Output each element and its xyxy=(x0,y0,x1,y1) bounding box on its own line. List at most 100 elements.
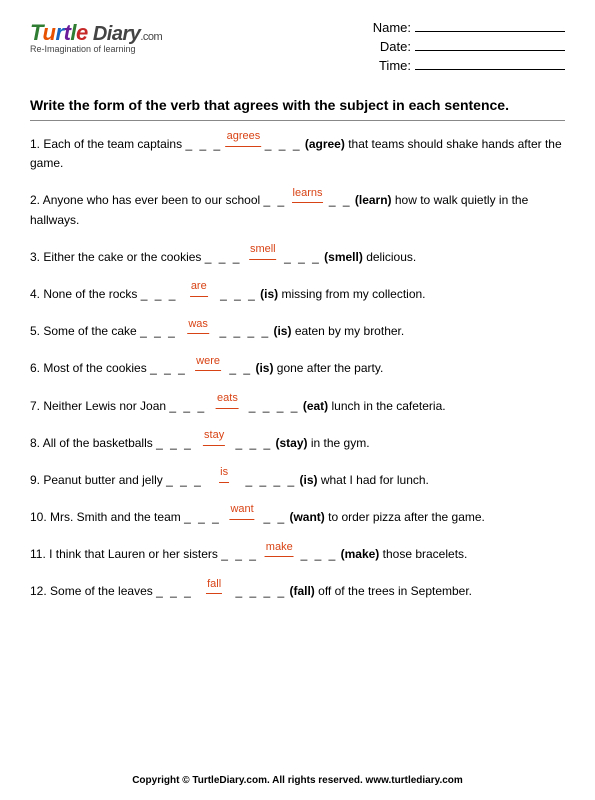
answer-text: was xyxy=(187,316,209,335)
question-number: 8. xyxy=(30,436,43,450)
question-number: 11. xyxy=(30,547,49,561)
answer-blank[interactable]: _ _ _ make _ _ _ xyxy=(221,545,337,564)
question-number: 6. xyxy=(30,361,43,375)
answer-text: make xyxy=(265,539,294,558)
question-pre-text: Peanut butter and jelly xyxy=(43,473,166,487)
question-post-text: what I had for lunch. xyxy=(321,473,429,487)
verb-hint: (make) xyxy=(337,547,382,561)
question-row: 8. All of the basketballs _ _ _ stay _ _… xyxy=(30,434,565,453)
answer-blank[interactable]: _ _ _ eats _ _ _ _ xyxy=(169,397,299,416)
blank-dashes-left: _ _ xyxy=(264,193,292,207)
question-number: 2. xyxy=(30,193,43,207)
question-number: 3. xyxy=(30,250,43,264)
question-pre-text: Neither Lewis nor Joan xyxy=(43,399,169,413)
answer-blank[interactable]: _ _ _ was _ _ _ _ xyxy=(140,322,270,341)
question-row: 10. Mrs. Smith and the team _ _ _ want _… xyxy=(30,508,565,527)
question-pre-text: Some of the cake xyxy=(43,324,140,338)
verb-hint: (smell) xyxy=(321,250,366,264)
blank-dashes-right: _ _ _ _ xyxy=(230,584,286,598)
name-label: Name: xyxy=(367,20,411,35)
answer-text: eats xyxy=(216,390,239,409)
question-row: 7. Neither Lewis nor Joan _ _ _ eats _ _… xyxy=(30,397,565,416)
question-row: 3. Either the cake or the cookies _ _ _ … xyxy=(30,248,565,267)
answer-blank[interactable]: _ _ _ stay _ _ _ xyxy=(156,434,272,453)
blank-dashes-right: _ _ xyxy=(258,510,286,524)
blank-dashes-right: _ _ _ xyxy=(259,137,301,151)
name-line: Name: xyxy=(367,20,565,35)
question-pre-text: All of the basketballs xyxy=(43,436,156,450)
verb-hint: (is) xyxy=(270,324,295,338)
answer-blank[interactable]: _ _ _ agrees _ _ _ xyxy=(185,135,301,154)
blank-dashes-left: _ _ _ xyxy=(221,547,263,561)
blank-dashes-right: _ _ xyxy=(324,193,352,207)
question-post-text: missing from my collection. xyxy=(281,287,425,301)
blank-dashes-left: _ _ _ xyxy=(205,250,247,264)
question-post-text: those bracelets. xyxy=(383,547,468,561)
question-number: 10. xyxy=(30,510,50,524)
header: Turtle Diary.com Re-Imagination of learn… xyxy=(30,20,565,77)
answer-blank[interactable]: _ _ _ smell _ _ _ xyxy=(205,248,321,267)
blank-dashes-right: _ _ _ xyxy=(215,287,257,301)
question-row: 9. Peanut butter and jelly _ _ _ is _ _ … xyxy=(30,471,565,490)
blank-dashes-right: _ _ _ _ xyxy=(214,324,270,338)
question-number: 9. xyxy=(30,473,43,487)
answer-text: stay xyxy=(203,427,225,446)
question-pre-text: Anyone who has ever been to our school xyxy=(43,193,264,207)
question-pre-text: None of the rocks xyxy=(43,287,140,301)
answer-text: fall xyxy=(206,576,222,595)
time-line: Time: xyxy=(367,58,565,73)
answer-blank[interactable]: _ _ _ were _ _ xyxy=(150,359,252,378)
question-pre-text: Each of the team captains xyxy=(43,137,185,151)
answer-text: learns xyxy=(292,185,324,204)
footer-copyright: Copyright © TurtleDiary.com. All rights … xyxy=(0,775,595,786)
verb-hint: (learn) xyxy=(352,193,395,207)
verb-hint: (eat) xyxy=(299,399,331,413)
question-pre-text: Either the cake or the cookies xyxy=(43,250,204,264)
date-blank[interactable] xyxy=(415,50,565,51)
verb-hint: (agree) xyxy=(302,137,349,151)
blank-dashes-left: _ _ _ xyxy=(156,436,198,450)
blank-dashes-right: _ _ _ xyxy=(295,547,337,561)
time-blank[interactable] xyxy=(415,69,565,70)
question-post-text: in the gym. xyxy=(311,436,370,450)
question-pre-text: Most of the cookies xyxy=(43,361,150,375)
date-label: Date: xyxy=(367,39,411,54)
logo: Turtle Diary.com Re-Imagination of learn… xyxy=(30,20,162,54)
answer-text: are xyxy=(190,278,208,297)
question-post-text: to order pizza after the game. xyxy=(328,510,485,524)
logo-wordmark: Turtle Diary.com xyxy=(30,20,162,46)
question-row: 11. I think that Lauren or her sisters _… xyxy=(30,545,565,564)
time-label: Time: xyxy=(367,58,411,73)
answer-blank[interactable]: _ _ _ fall _ _ _ _ xyxy=(156,582,286,601)
question-pre-text: Mrs. Smith and the team xyxy=(50,510,184,524)
blank-dashes-right: _ _ _ xyxy=(230,436,272,450)
blank-dashes-right: _ _ _ xyxy=(279,250,321,264)
blank-dashes-left: _ _ _ xyxy=(169,399,211,413)
blank-dashes-left: _ _ _ xyxy=(184,510,226,524)
student-info: Name: Date: Time: xyxy=(367,20,565,77)
question-row: 4. None of the rocks _ _ _ are _ _ _ (is… xyxy=(30,285,565,304)
blank-dashes-left: _ _ _ xyxy=(140,324,182,338)
blank-dashes-right: _ _ _ _ xyxy=(243,399,299,413)
answer-blank[interactable]: _ _ _ are _ _ _ xyxy=(141,285,257,304)
blank-dashes-left: _ _ _ xyxy=(156,584,198,598)
date-line: Date: xyxy=(367,39,565,54)
verb-hint: (is) xyxy=(296,473,321,487)
question-row: 12. Some of the leaves _ _ _ fall _ _ _ … xyxy=(30,582,565,601)
question-number: 1. xyxy=(30,137,43,151)
blank-dashes-left: _ _ _ xyxy=(150,361,192,375)
blank-dashes-right: _ _ _ _ xyxy=(240,473,296,487)
blank-dashes-left: _ _ _ xyxy=(166,473,208,487)
answer-text: smell xyxy=(249,241,277,260)
verb-hint: (fall) xyxy=(286,584,318,598)
name-blank[interactable] xyxy=(415,31,565,32)
verb-hint: (stay) xyxy=(272,436,311,450)
answer-blank[interactable]: _ _ _ want _ _ xyxy=(184,508,286,527)
question-number: 12. xyxy=(30,584,50,598)
answer-text: agrees xyxy=(226,128,262,147)
answer-blank[interactable]: _ _ _ is _ _ _ _ xyxy=(166,471,296,490)
answer-blank[interactable]: _ _ learns _ _ xyxy=(264,191,352,210)
verb-hint: (want) xyxy=(286,510,328,524)
question-pre-text: Some of the leaves xyxy=(50,584,156,598)
question-post-text: off of the trees in September. xyxy=(318,584,472,598)
